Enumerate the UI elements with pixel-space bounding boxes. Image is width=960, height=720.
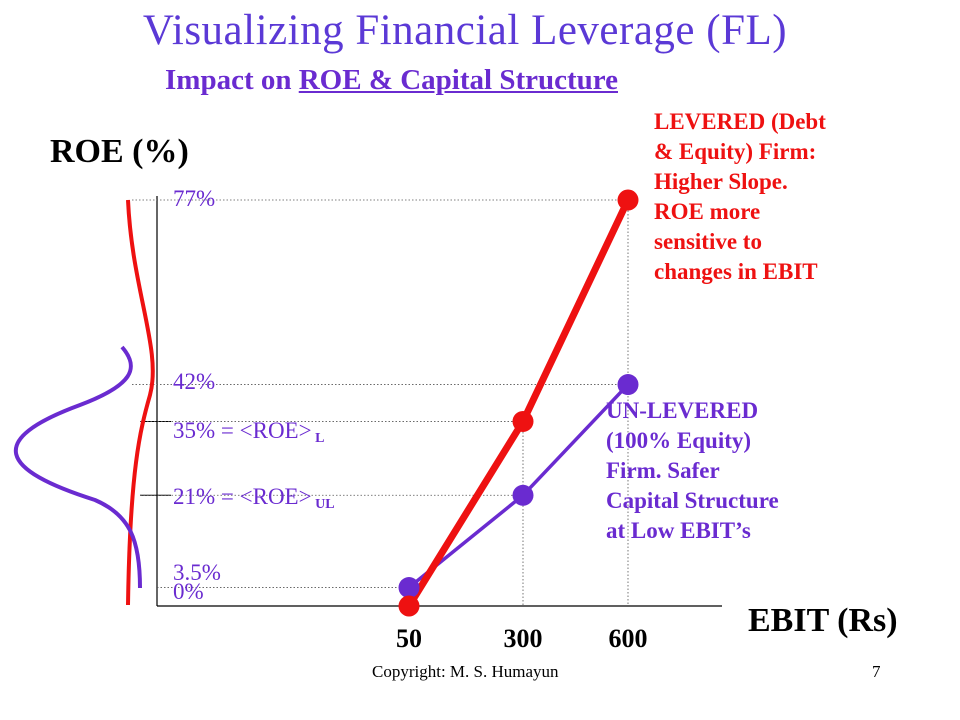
x-tick-label: 50 xyxy=(396,624,422,653)
x-tick-label: 300 xyxy=(503,624,543,653)
y-tick-subscript: UL xyxy=(311,497,335,513)
y-tick-label: 35% = <ROE> L xyxy=(173,418,324,447)
y-tick-subscript: L xyxy=(311,431,325,447)
x-axis-label: EBIT (Rs) xyxy=(748,602,898,639)
levered-distribution-curve xyxy=(126,199,155,606)
levered-line xyxy=(406,198,632,608)
unlevered-point-300 xyxy=(512,484,534,506)
y-tick-text: 77% xyxy=(173,186,216,211)
levered-point-50 xyxy=(398,595,420,617)
unlevered-distribution-curve xyxy=(13,345,142,589)
y-axis-label: ROE (%) xyxy=(50,133,189,170)
y-tick-label: 0% xyxy=(173,579,204,605)
levered-annotation: LEVERED (Debt & Equity) Firm: Higher Slo… xyxy=(654,109,826,284)
subtitle-prefix: Impact on xyxy=(165,64,299,96)
y-tick-text: 42% xyxy=(173,368,216,394)
y-tick-text: 3.5% xyxy=(173,559,221,585)
y-tick-text: 21% = <ROE> xyxy=(173,484,312,510)
levered-point-300 xyxy=(512,410,534,432)
page-subtitle: Impact on ROE & Capital Structure xyxy=(165,64,618,97)
y-tick-text: 35% = <ROE> xyxy=(173,418,312,444)
y-tick-text: 0% xyxy=(173,579,204,604)
x-tick-label: 600 xyxy=(608,624,648,653)
unlevered-annotation: UN-LEVERED (100% Equity) Firm. Safer Cap… xyxy=(606,398,779,543)
page-number: 7 xyxy=(872,662,881,681)
y-tick-label: 42% xyxy=(173,369,215,395)
subtitle-underlined: ROE & Capital Structure xyxy=(298,64,618,96)
y-tick-label: 77% xyxy=(173,186,215,212)
y-tick-label: 21% = <ROE> UL xyxy=(173,484,335,513)
unlevered-point-50 xyxy=(398,577,420,599)
levered-point-600 xyxy=(617,189,639,211)
unlevered-point-600 xyxy=(617,374,639,396)
copyright-text: Copyright: M. S. Humayun xyxy=(372,662,559,681)
page-title: Visualizing Financial Leverage (FL) xyxy=(142,7,788,54)
y-tick-label: 3.5% xyxy=(173,560,221,586)
